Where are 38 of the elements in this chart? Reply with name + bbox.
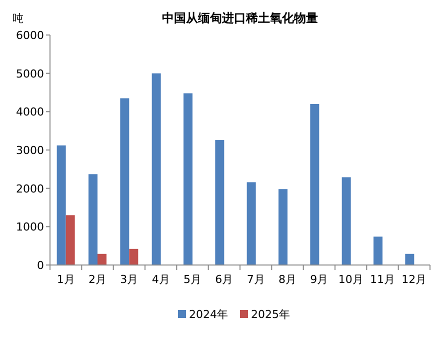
bar: [152, 73, 161, 265]
x-tick-label: 4月: [152, 273, 170, 286]
bar: [56, 145, 66, 265]
bar: [120, 98, 130, 265]
x-tick-label: 2月: [88, 273, 106, 286]
bar: [66, 215, 75, 265]
x-tick-label: 11月: [370, 273, 395, 286]
legend-label: 2025年: [251, 308, 290, 321]
y-tick-label: 6000: [16, 29, 44, 42]
bar: [129, 248, 138, 265]
legend-label: 2024年: [189, 308, 228, 321]
y-tick-label: 1000: [16, 220, 44, 234]
bar: [215, 140, 224, 265]
bar: [278, 189, 288, 265]
y-tick-label: 4000: [16, 106, 44, 119]
x-tick-label: 12月: [402, 273, 427, 286]
y-tick-label: 3000: [16, 144, 44, 157]
y-tick-label: 5000: [16, 67, 44, 80]
x-tick-label: 9月: [310, 273, 328, 286]
bar: [246, 182, 256, 265]
x-tick-label: 8月: [278, 273, 296, 286]
y-tick-label: 2000: [16, 182, 44, 196]
bar: [310, 104, 320, 265]
bar: [374, 236, 382, 265]
bar: [342, 177, 351, 265]
bar: [405, 254, 414, 265]
y-tick-label: 0: [37, 259, 44, 272]
bar: [184, 93, 192, 265]
x-tick-label: 1月: [56, 273, 75, 286]
bar: [98, 254, 106, 265]
x-tick-label: 5月: [184, 273, 202, 286]
x-tick-label: 3月: [120, 273, 138, 286]
x-tick-label: 7月: [246, 273, 265, 286]
chart-title: 中国从缅甸进口稀土氧化物量: [162, 11, 318, 25]
x-tick-label: 10月: [338, 273, 364, 286]
bar: [88, 174, 98, 265]
x-tick-label: 6月: [215, 273, 234, 286]
y-axis-title: 吨: [12, 12, 24, 25]
